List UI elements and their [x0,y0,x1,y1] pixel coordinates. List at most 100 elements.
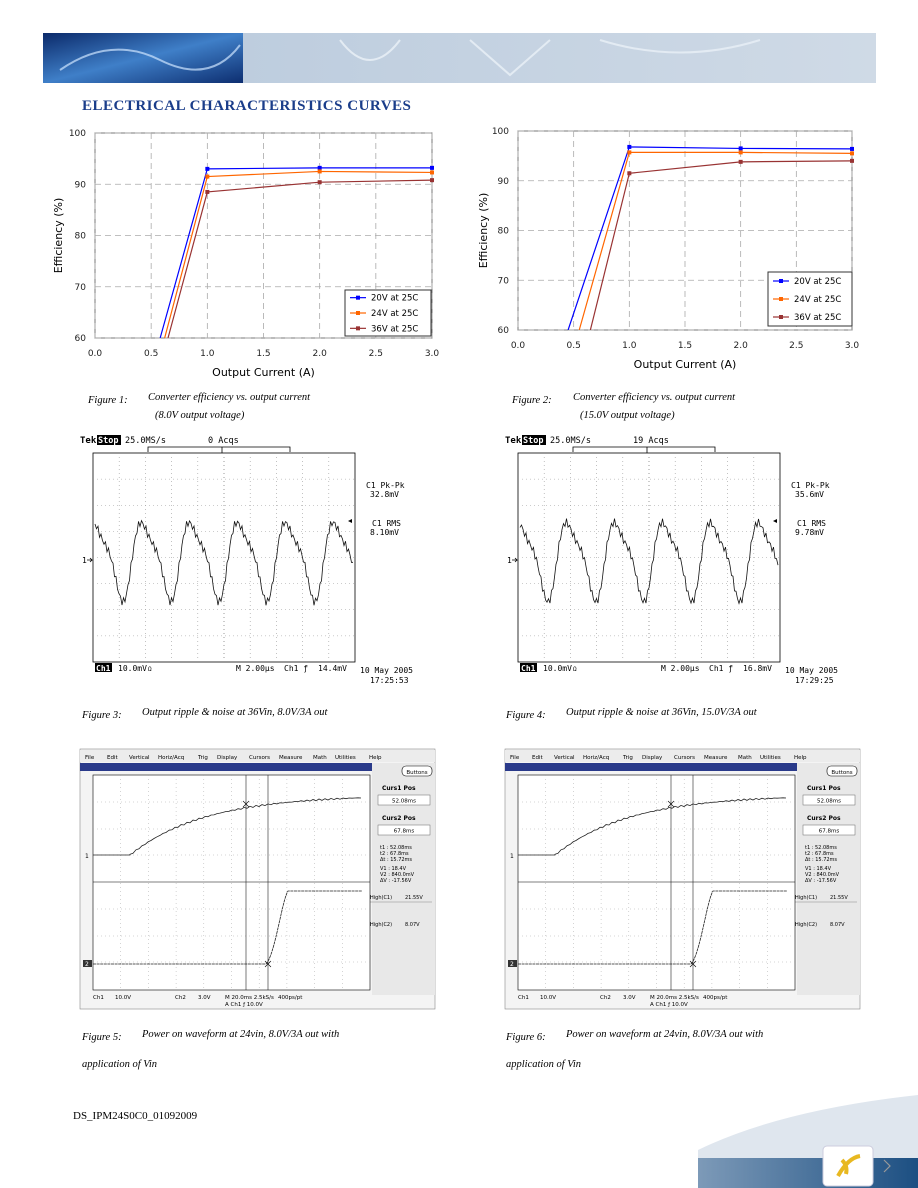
footer-logo [836,1154,861,1177]
figure-caption: Converter efficiency vs. output current [148,392,311,403]
scope-ch: Ch1 [521,664,536,673]
series-marker [850,158,854,163]
x-tick-label: 0.0 [88,349,103,359]
curs2-value: 67.8ms [819,829,840,835]
y-tick-label: 90 [75,180,87,190]
cursor-cross [667,800,697,968]
status-readout: 400ps/pt [703,995,728,1001]
legend-label: 36V at 25C [794,313,841,323]
cursor-readout: t2 : 67.8ms [380,851,409,857]
scope-state-box [97,435,121,445]
y-tick-label: 80 [498,227,510,237]
status-readout: 10.0V [540,995,556,1001]
x-tick-label: 2.0 [313,349,328,359]
series-marker [850,146,854,151]
high2-value: 8.07V [405,922,420,928]
status-readout: M 20.0ms 2.5kS/s [650,995,699,1001]
menu-item: Cursors [249,755,270,761]
power-screen: File Edit Vertical Horiz/Acq Trig Display Curs… [504,748,861,1010]
cursor-readout: Δt : 15.72ms [805,857,837,863]
x-tick-label: 0.0 [511,341,526,351]
menu-item: Horiz/Acq [583,755,609,761]
scope-rms: 8.10mV [370,528,399,537]
menu-item: Math [738,755,752,761]
x-tick-label: 1.0 [200,349,215,359]
ch1-trace [93,797,362,856]
menu-item: Edit [532,755,543,761]
series-marker [738,150,743,155]
header-swirl [59,44,241,71]
scope-waveform [94,519,354,606]
status-readout: 3.0V [198,995,211,1001]
scope-date: 10 May 2005 [360,666,413,675]
scope-pk-label: C1 Pk-Pk [791,481,830,490]
series-marker [317,180,322,185]
status-readout: 10.0V [115,995,131,1001]
menu-item: Vertical [554,755,575,761]
scope-rms: 9.78mV [795,528,824,537]
scope-ch: Ch1 [96,664,111,673]
legend-label: 24V at 25C [794,295,841,305]
cursor-readout: t1 : 52.08ms [805,845,837,851]
figure-label: Figure 4: [505,710,546,721]
curs2-box [377,824,431,836]
legend-label: 24V at 25C [371,309,418,319]
high2-label: High(C2) [795,922,817,928]
footer-logo-box [822,1145,874,1187]
figure-caption: (8.0V output voltage) [155,410,245,421]
series-marker [205,166,210,171]
x-tick-label: 3.0 [845,341,860,351]
ch2-marker: 2 [510,961,514,968]
scope-trigger-bracket [572,446,716,453]
scope-state: Stop [523,436,543,446]
menu-item: Help [794,755,807,761]
high1-value: 21.55V [405,895,423,901]
menu-item: Trig [197,755,208,761]
ch2-marker: 2 [85,961,89,968]
series-marker [627,171,632,176]
series-line [167,179,432,338]
scope-time: M 2.00µs [236,664,275,673]
scope-state-box [522,435,546,445]
figure-caption: application of Vin [506,1059,581,1070]
cursor-readout: ΔV : -17.56V [805,878,837,884]
y-tick-label: 60 [498,326,510,336]
cursor-readout: t1 : 52.08ms [380,845,412,851]
scope-trig-level: 14.4mV [318,664,347,673]
ch2-marker-box [508,960,517,967]
curs1-label: Curs1 Pos [382,785,416,792]
legend-label: 36V at 25C [371,324,418,334]
scope-waveform [519,518,779,605]
series-line [159,167,432,338]
status-readout: A Ch1 ƒ 10.0V [225,1002,263,1008]
footer-arrow [883,1159,891,1173]
cursor-readout: V2 : 840.0mV [805,872,840,878]
legend-marker [779,315,783,319]
legend-marker [356,326,360,331]
high1-value: 21.55V [830,895,848,901]
scope-pk-label: C1 Pk-Pk [366,481,405,490]
y-tick-label: 80 [75,232,87,242]
menu-item: Cursors [674,755,695,761]
figure-caption: (15.0V output voltage) [580,410,675,421]
y-tick-label: 60 [75,334,87,344]
ch1-trace [518,797,787,856]
series-line [589,160,852,330]
x-tick-label: 2.0 [734,341,749,351]
figure-label: Figure 2: [511,395,552,406]
x-tick-label: 3.0 [425,349,440,359]
status-readout: Ch1 [93,995,104,1001]
high1-label: High(C1) [795,895,817,901]
menu-item: Edit [107,755,118,761]
series-marker [205,174,210,179]
figure-caption: Power on waveform at 24vin, 8.0V/3A out … [141,1029,339,1040]
header-pattern [339,39,761,77]
buttons-label: Buttons [406,770,427,776]
y-tick-label: 70 [75,283,87,293]
status-readout: Ch2 [600,995,611,1001]
figure-caption: Power on waveform at 24vin, 8.0V/3A out … [565,1029,763,1040]
ch1-marker: 1 [510,853,514,860]
ch1-marker: 1 [85,853,89,860]
